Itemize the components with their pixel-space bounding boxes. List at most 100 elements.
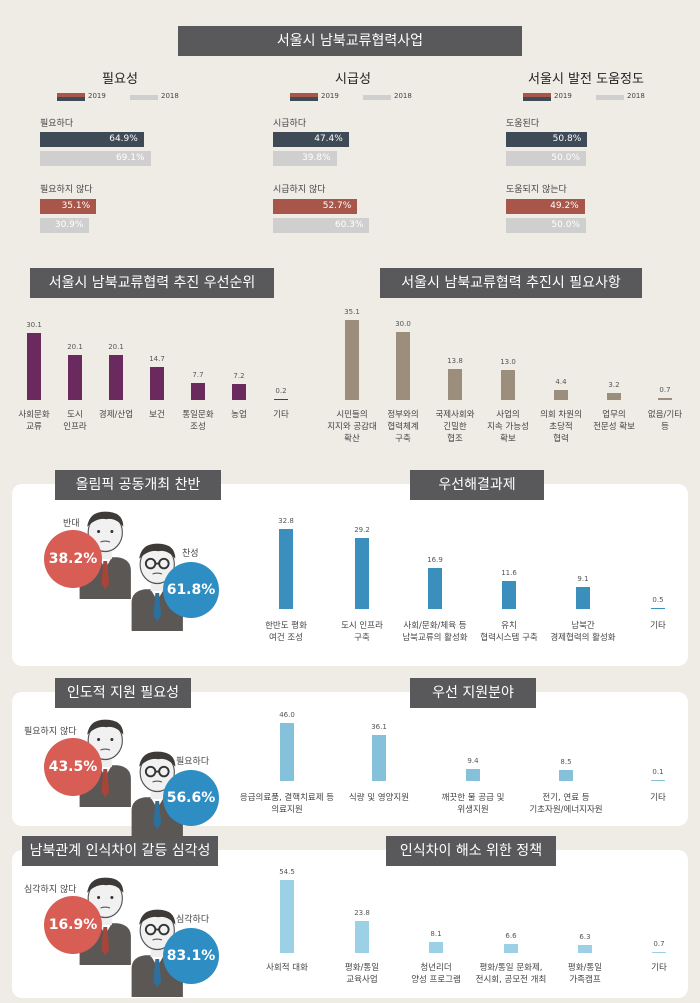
legend-2019: 2019 bbox=[321, 92, 339, 100]
bar bbox=[651, 779, 665, 781]
group-title: 필요성 bbox=[102, 72, 138, 87]
bar-value: 0.2 bbox=[275, 386, 287, 395]
positive-label: 심각하다 bbox=[176, 915, 210, 925]
bar-category: 정부와의 협력체계 구축 bbox=[387, 410, 419, 444]
bar-category: 남북간 경제협력의 활성화 bbox=[550, 621, 616, 643]
bar bbox=[578, 944, 592, 953]
bar bbox=[150, 367, 164, 400]
bar-neg-2019: 49.2% bbox=[506, 199, 585, 214]
bar bbox=[280, 880, 294, 953]
bar bbox=[68, 355, 82, 400]
bar bbox=[658, 398, 672, 400]
bar-pos-2018: 39.8% bbox=[273, 151, 337, 166]
bar bbox=[501, 370, 515, 400]
bar-value: 16.9 bbox=[427, 555, 443, 564]
positive-percent-circle: 56.6% bbox=[163, 770, 219, 826]
bar-pos-2018: 69.1% bbox=[40, 151, 151, 166]
legend-swatch-2019 bbox=[523, 93, 551, 101]
group-title: 시급성 bbox=[335, 72, 371, 87]
bar-category: 시민들의 지지와 공감대 확산 bbox=[327, 410, 377, 444]
legend-2018: 2018 bbox=[394, 92, 412, 100]
bar-value: 0.7 bbox=[659, 386, 671, 395]
bar-value: 6.6 bbox=[505, 932, 517, 941]
negative-label: 심각하지 않다 bbox=[24, 885, 77, 895]
legend-swatch-2018 bbox=[130, 95, 158, 100]
gap-left-title: 남북관계 인식차이 갈등 심각성 bbox=[22, 836, 218, 866]
bar-category: 사회적 대화 bbox=[266, 963, 308, 973]
bar-value: 0.5 bbox=[652, 595, 664, 604]
bar-value: 11.6 bbox=[501, 568, 517, 577]
gap-panel bbox=[12, 850, 688, 998]
bar-category: 국제사회와 긴밀한 협조 bbox=[435, 410, 475, 444]
bar bbox=[355, 921, 369, 953]
pos-label: 필요하다 bbox=[40, 119, 74, 129]
main-title: 서울시 남북교류협력사업 bbox=[178, 26, 522, 56]
bar-value: 30.1 bbox=[26, 321, 42, 329]
aid-left-title: 인도적 지원 필요성 bbox=[55, 678, 191, 708]
positive-label: 찬성 bbox=[182, 549, 199, 559]
bar bbox=[466, 769, 480, 781]
bar-neg-2019: 35.1% bbox=[40, 199, 97, 214]
bar bbox=[651, 607, 665, 609]
bar-category: 기타 bbox=[651, 963, 667, 973]
positive-percent-circle: 83.1% bbox=[163, 928, 219, 984]
legend-2019: 2019 bbox=[554, 92, 572, 100]
gap-right-title: 인식차이 해소 위한 정책 bbox=[386, 836, 556, 866]
bar-value: 35.1 bbox=[344, 308, 360, 316]
bar-pos-2019: 50.8% bbox=[506, 132, 588, 147]
bar-neg-2018: 50.0% bbox=[506, 218, 586, 233]
bar-value: 29.2 bbox=[354, 525, 370, 534]
bar-value: 54.5 bbox=[279, 868, 295, 876]
bar-category: 평화/통일 문화제, 전시회, 공모전 개최 bbox=[475, 963, 547, 985]
negative-percent-circle: 38.2% bbox=[44, 530, 102, 588]
bar bbox=[372, 735, 386, 781]
negative-label: 필요하지 않다 bbox=[24, 727, 77, 737]
bar-value: 8.1 bbox=[430, 930, 442, 939]
bar-category: 평화/통일 교육사업 bbox=[344, 963, 380, 985]
bar-category: 의회 차원의 초당적 협력 bbox=[540, 410, 582, 444]
needs-title: 서울시 남북교류협력 추진시 필요사항 bbox=[380, 268, 642, 298]
bar bbox=[232, 383, 246, 400]
positive-percent-circle: 61.8% bbox=[163, 562, 219, 618]
bar-value: 9.4 bbox=[467, 757, 479, 766]
olympic-right-title: 우선해결과제 bbox=[410, 470, 544, 500]
bar bbox=[559, 770, 573, 781]
neg-label: 필요하지 않다 bbox=[40, 185, 93, 195]
bar-category: 전기, 연료 등 기초자원/에너지자원 bbox=[529, 793, 603, 815]
bar-value: 20.1 bbox=[108, 343, 124, 352]
bar-category: 한반도 평화 여건 조성 bbox=[265, 621, 307, 643]
bar-category: 기타 bbox=[273, 410, 289, 420]
bar-category: 기타 bbox=[650, 793, 666, 803]
bar bbox=[355, 537, 369, 609]
bar-value: 23.8 bbox=[354, 909, 370, 918]
neg-label: 시급하지 않다 bbox=[273, 185, 326, 195]
negative-percent-circle: 43.5% bbox=[44, 738, 102, 796]
bar-neg-2018: 30.9% bbox=[40, 218, 90, 233]
bar-category: 응급의료품, 결핵치료제 등 의료지원 bbox=[239, 793, 335, 815]
neg-label: 도움되지 않는다 bbox=[506, 185, 567, 195]
legend-2018: 2018 bbox=[161, 92, 179, 100]
legend-swatch-2018 bbox=[363, 95, 391, 100]
bar-value: 8.5 bbox=[560, 758, 572, 767]
legend-2018: 2018 bbox=[627, 92, 645, 100]
bar bbox=[576, 586, 590, 609]
pos-label: 시급하다 bbox=[273, 119, 307, 129]
bar bbox=[502, 580, 516, 609]
bar-value: 13.0 bbox=[500, 358, 516, 367]
olympic-left-title: 올림픽 공동개최 찬반 bbox=[55, 470, 221, 500]
bar bbox=[191, 382, 205, 400]
bar bbox=[109, 355, 123, 400]
bar-value: 0.7 bbox=[653, 939, 665, 948]
bar-value: 7.7 bbox=[192, 370, 204, 379]
bar-category: 농업 bbox=[231, 410, 247, 420]
bar-category: 기타 bbox=[650, 621, 666, 631]
bar-pos-2019: 47.4% bbox=[273, 132, 349, 147]
bar-value: 4.4 bbox=[555, 377, 567, 386]
bar-value: 7.2 bbox=[233, 371, 245, 380]
bar-value: 0.1 bbox=[652, 767, 664, 776]
bar-value: 32.8 bbox=[278, 517, 294, 525]
bar bbox=[279, 529, 293, 609]
bar-value: 20.1 bbox=[67, 343, 83, 352]
bar-category: 보건 bbox=[149, 410, 165, 420]
bar-pos-2018: 50.0% bbox=[506, 151, 586, 166]
